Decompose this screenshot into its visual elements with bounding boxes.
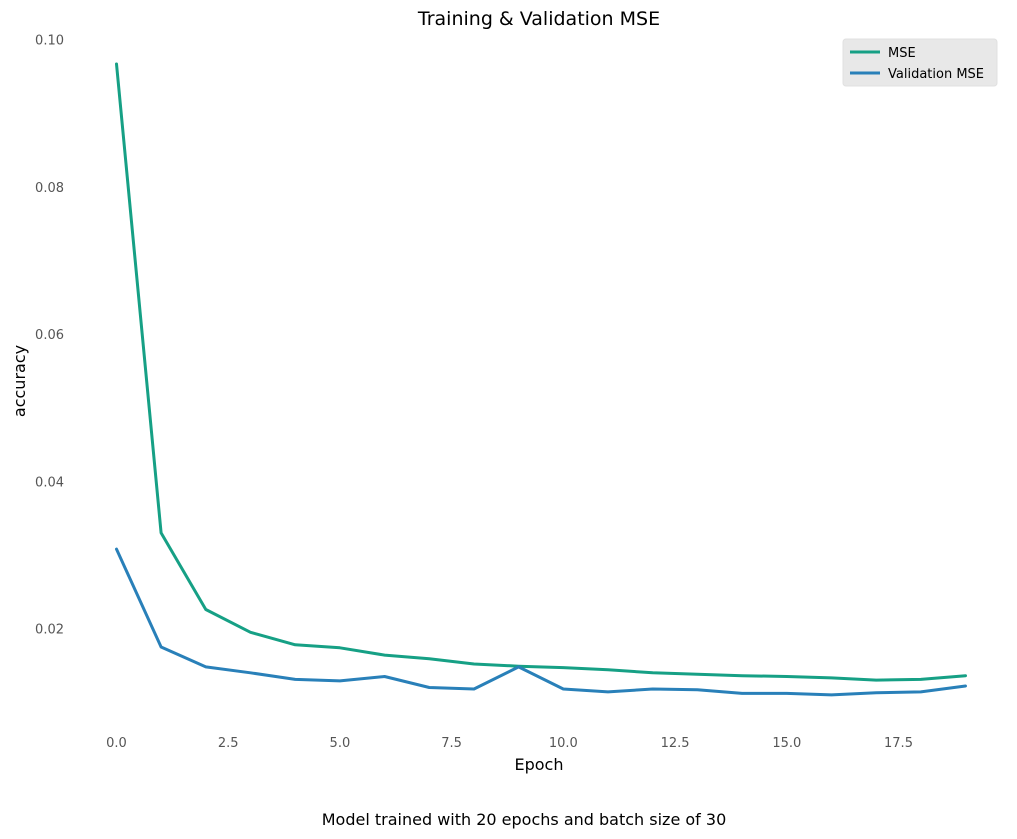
y-axis-ticks: 0.02 0.04 0.06 0.08 0.10	[35, 34, 64, 638]
y-tick-label: 0.08	[35, 181, 64, 196]
x-tick-label: 12.5	[661, 736, 690, 751]
series-line-1	[115, 547, 967, 697]
x-tick-label: 0.0	[106, 736, 127, 751]
x-tick-label: 5.0	[330, 736, 351, 751]
x-tick-label: 2.5	[218, 736, 239, 751]
x-tick-label: 7.5	[441, 736, 462, 751]
legend: MSE Validation MSE	[842, 38, 998, 87]
y-axis-label: accuracy	[10, 345, 29, 417]
x-axis-ticks: 0.0 2.5 5.0 7.5 10.0 12.5 15.0 17.5	[106, 736, 913, 751]
series-line-0	[115, 62, 967, 682]
chart-caption: Model trained with 20 epochs and batch s…	[322, 810, 727, 829]
x-axis-label: Epoch	[515, 755, 564, 774]
legend-label-0: MSE	[888, 46, 916, 61]
x-tick-label: 10.0	[549, 736, 578, 751]
x-tick-label: 15.0	[772, 736, 801, 751]
x-tick-label: 17.5	[884, 736, 913, 751]
y-tick-label: 0.02	[35, 623, 64, 638]
legend-label-1: Validation MSE	[888, 67, 984, 82]
y-tick-label: 0.10	[35, 34, 64, 49]
chart-title: Training & Validation MSE	[417, 8, 660, 30]
plot-area	[115, 62, 967, 697]
y-tick-label: 0.06	[35, 328, 64, 343]
legend-box	[842, 38, 998, 87]
y-tick-label: 0.04	[35, 475, 64, 490]
